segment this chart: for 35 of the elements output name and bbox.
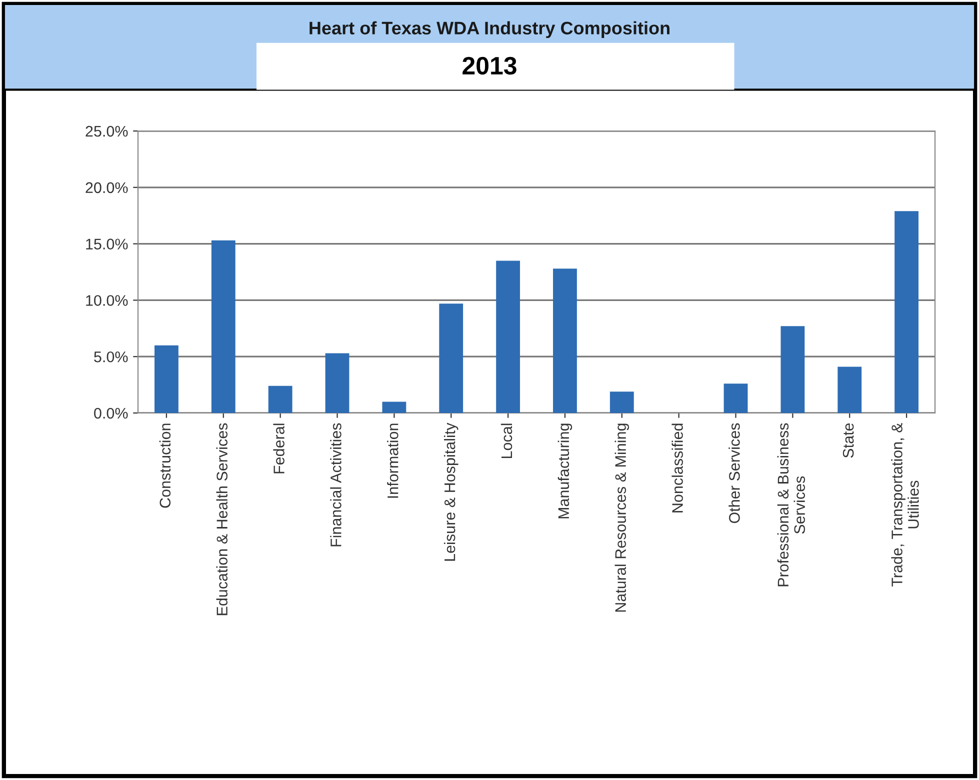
x-tick-label: Nonclassified [672,424,683,512]
x-tick-label: Professional & Business Services [777,423,806,586]
bar [496,260,520,413]
y-tick-label: 5.0% [94,351,128,362]
bar [610,392,634,413]
x-tick-label: Trade, Transportation, & Utilities [891,422,919,587]
x-tick-label: Leisure & Hospitality [444,422,458,561]
x-tick-label: State [842,423,854,458]
x-tick-label: Education & Health Services [216,423,228,616]
x-tick-label: Local [500,424,512,458]
bar [154,345,178,413]
x-tick-label: Natural Resources & Mining [614,424,630,612]
y-tick-label: 15.0% [86,238,128,250]
bar [553,268,577,413]
bar [382,402,406,413]
y-tick-label: 10.0% [86,295,128,306]
y-tick-label: 25.0% [86,126,128,137]
x-tick-label: Information [387,424,398,498]
bar [894,211,918,413]
bar [325,353,350,413]
x-tick-label: Federal [273,424,284,474]
y-tick-label: 20.0% [86,182,128,194]
y-tick-label: 0.0% [94,408,128,419]
chart-subtitle: 2013 [462,56,516,75]
bar [211,240,236,413]
x-tick-label: Other Services [728,423,740,524]
bar [780,326,805,413]
bar [724,384,748,413]
chart-title: Heart of Texas WDA Industry Composition [310,21,670,38]
x-tick-label: Manufacturing [558,424,572,518]
x-tick-label: Construction [159,424,171,508]
bar [439,304,464,413]
bar [268,386,292,413]
x-tick-label: Financial Activities [330,423,342,546]
bar [838,366,862,413]
